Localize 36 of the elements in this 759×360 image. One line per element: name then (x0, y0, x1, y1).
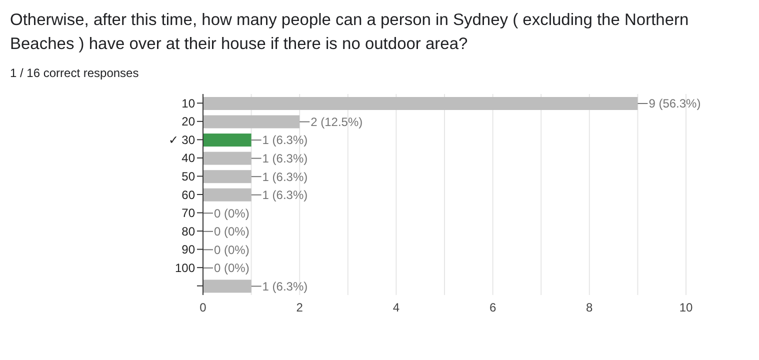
data-label: 0 (0%) (214, 224, 250, 239)
data-label: 1 (6.3%) (262, 170, 308, 184)
chart-title: Otherwise, after this time, how many people can a person in Sydney ( excluding the Northern Beaches ) have over at their house if there is no outdoor area? (9, 10, 690, 55)
y-tick-label: 80 (182, 224, 196, 238)
x-tick-label: 6 (489, 300, 496, 315)
y-tick-label: 70 (182, 206, 196, 220)
bar (203, 152, 252, 165)
bar (203, 188, 252, 202)
bar (203, 134, 252, 147)
x-tick-label: 10 (679, 300, 693, 315)
data-label: 1 (6.3%) (262, 279, 308, 294)
y-tick-label: 50 (182, 169, 196, 184)
x-tick-label: 4 (392, 300, 400, 315)
data-label: 2 (12.5%) (310, 114, 363, 129)
y-tick-label: ✓ 30 (168, 132, 196, 147)
y-tick-label: 20 (182, 114, 196, 129)
bar (203, 115, 300, 128)
data-label: 0 (0%) (214, 242, 250, 257)
x-tick-label: 8 (586, 300, 594, 315)
bar (203, 97, 638, 110)
y-tick-label: 40 (182, 151, 196, 166)
text: 1 / 16 correct responses (9, 66, 140, 80)
data-label: 9 (56.3%) (648, 96, 701, 111)
data-label: 0 (0%) (214, 206, 250, 220)
data-label: 0 (0%) (214, 261, 250, 276)
bar (203, 280, 252, 293)
y-tick-label: 10 (182, 96, 196, 110)
y-tick-label: 60 (182, 188, 196, 202)
bar (203, 170, 252, 184)
x-tick-label: 2 (296, 300, 304, 315)
y-tick-label: 90 (182, 242, 196, 257)
y-tick-label: 100 (174, 260, 196, 275)
data-label: 1 (6.3%) (262, 188, 308, 202)
data-label: 1 (6.3%) (262, 133, 308, 148)
x-tick-label: 0 (200, 300, 207, 315)
data-label: 1 (6.3%) (262, 152, 308, 166)
